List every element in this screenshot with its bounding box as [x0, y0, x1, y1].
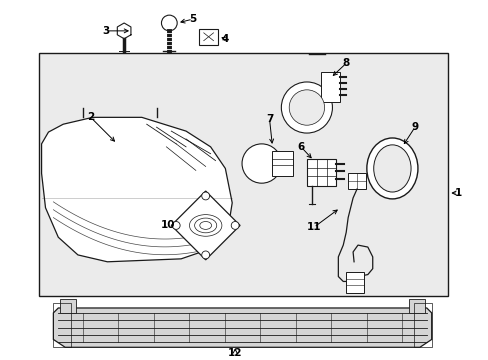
- Polygon shape: [41, 117, 232, 262]
- Circle shape: [281, 82, 332, 133]
- Bar: [199, 29, 218, 45]
- Bar: [271, 151, 292, 176]
- Circle shape: [242, 144, 281, 183]
- Polygon shape: [117, 23, 131, 39]
- Text: 4: 4: [221, 34, 228, 44]
- Text: 1: 1: [454, 188, 461, 198]
- Bar: [320, 72, 340, 102]
- Circle shape: [202, 251, 209, 259]
- Text: 6: 6: [297, 142, 304, 152]
- Text: 7: 7: [265, 114, 273, 124]
- Text: 2: 2: [87, 112, 94, 122]
- Text: 9: 9: [410, 122, 418, 132]
- Polygon shape: [53, 308, 431, 347]
- Circle shape: [161, 15, 177, 31]
- Bar: [346, 272, 363, 293]
- Text: 5: 5: [189, 14, 196, 24]
- Text: 10: 10: [161, 220, 175, 230]
- Polygon shape: [171, 191, 240, 260]
- Bar: [413, 303, 431, 347]
- Circle shape: [172, 221, 180, 229]
- Bar: [53, 303, 71, 347]
- Text: 8: 8: [342, 58, 349, 68]
- Circle shape: [288, 90, 324, 125]
- Text: 12: 12: [227, 348, 242, 358]
- Text: 11: 11: [306, 222, 320, 233]
- Bar: [347, 174, 365, 189]
- Bar: [408, 299, 424, 313]
- Text: 3: 3: [102, 26, 110, 36]
- Circle shape: [231, 221, 239, 229]
- Bar: [306, 159, 336, 186]
- Bar: [39, 54, 447, 296]
- Ellipse shape: [366, 138, 417, 199]
- Circle shape: [202, 192, 209, 200]
- Ellipse shape: [373, 145, 410, 192]
- Bar: [60, 299, 76, 313]
